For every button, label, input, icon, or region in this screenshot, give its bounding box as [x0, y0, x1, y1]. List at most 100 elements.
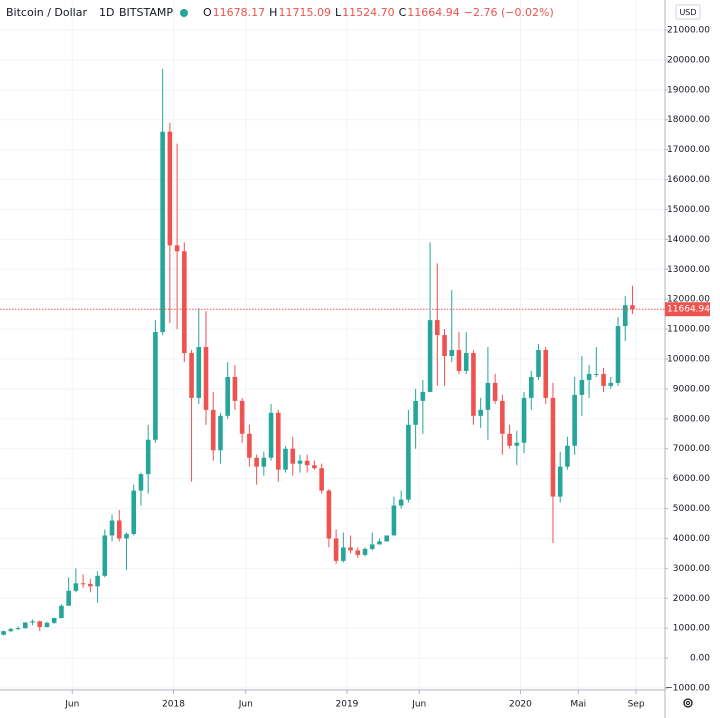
candle-body: [167, 131, 173, 246]
candle-body: [594, 373, 599, 375]
ohlc-label: C: [399, 6, 407, 19]
candle-body: [413, 400, 418, 425]
last-price-label: 11664.94: [667, 305, 710, 315]
candle-body: [312, 465, 317, 469]
y-tick-label: −1000.00: [665, 684, 710, 694]
candle-body: [615, 326, 621, 383]
candle-body: [254, 457, 259, 467]
candle-body: [572, 394, 577, 446]
y-tick-label: 20000.00: [667, 55, 710, 65]
candle-body: [326, 490, 332, 539]
currency-button[interactable]: [675, 4, 701, 20]
settings-hub[interactable]: [686, 701, 690, 705]
candle-body: [95, 575, 100, 587]
candle-body: [550, 397, 556, 497]
candle-body: [160, 131, 165, 333]
ohlc-legend: O 11678.17 H 11715.09 L 11524.70 C 11664.94 −2.7…: [203, 6, 554, 19]
candle-body: [384, 535, 390, 542]
y-tick-label: 5000.00: [673, 504, 710, 514]
candle-body: [283, 448, 288, 470]
candle-body: [463, 353, 469, 371]
candle-body: [478, 409, 483, 416]
candle-body: [131, 490, 137, 534]
y-tick-label: 17000.00: [667, 145, 710, 155]
y-tick-label: 21000.00: [667, 26, 710, 36]
candle-body: [66, 590, 71, 606]
candle-body: [435, 320, 440, 336]
y-tick-label: 8000.00: [673, 414, 710, 424]
symbol: Bitcoin / Dollar: [6, 6, 87, 19]
candle-body: [225, 376, 230, 416]
x-tick-label: Jun: [238, 700, 253, 710]
candle-body: [268, 412, 274, 458]
x-tick-label: Jun: [411, 700, 426, 710]
y-tick-label: 3000.00: [673, 564, 710, 574]
candle-body: [319, 468, 324, 491]
ohlc-value: 11664.94: [407, 6, 460, 19]
y-tick-label: 4000.00: [673, 534, 710, 544]
candle-body: [247, 433, 252, 458]
x-tick-label: Sep: [628, 700, 645, 710]
y-tick-label: 19000.00: [667, 85, 710, 95]
candle-body: [88, 583, 93, 587]
candle-body: [500, 400, 505, 434]
candle-body: [109, 520, 115, 536]
candle-body: [471, 353, 476, 416]
candle-body: [203, 347, 209, 410]
ohlc-value: 11678.17: [213, 6, 266, 19]
candle-body: [37, 621, 43, 627]
candle-body: [348, 547, 353, 551]
candle-body: [174, 245, 180, 252]
last-price-badge: [665, 302, 710, 317]
candle-body: [15, 628, 21, 630]
settings-gear[interactable]: [683, 698, 693, 708]
candle-body: [630, 305, 635, 310]
y-tick-label: 18000.00: [667, 115, 710, 125]
x-tick-label: 2020: [509, 700, 532, 710]
candle-body: [196, 347, 202, 398]
x-tick-label: 2018: [162, 700, 185, 710]
candle-body: [369, 544, 375, 549]
candle-body: [521, 397, 527, 443]
candle-body: [80, 583, 86, 585]
candle-body: [153, 332, 158, 440]
candle-body: [608, 382, 614, 386]
candle-body: [124, 533, 129, 539]
candle-body: [261, 457, 267, 467]
candle-body: [377, 541, 382, 545]
candle-body: [304, 460, 310, 466]
candle-body: [528, 376, 534, 398]
candle-body: [59, 605, 64, 619]
candle-body: [44, 622, 50, 627]
settings-icon[interactable]: [683, 698, 693, 708]
candle-body: [210, 409, 216, 451]
y-tick-label: 15000.00: [667, 205, 710, 215]
candle-body: [333, 538, 339, 561]
candle-body: [543, 350, 549, 398]
ohlc-label: H: [269, 6, 277, 19]
candle-body: [565, 445, 570, 467]
currency[interactable]: USD: [679, 8, 696, 17]
ohlc-label: L: [335, 6, 342, 19]
candle-body: [485, 382, 491, 410]
y-tick-label: 11000.00: [667, 325, 710, 335]
candle-body: [406, 424, 411, 500]
y-tick-label: 6000.00: [673, 474, 710, 484]
candle-body: [579, 379, 585, 395]
candle-body: [427, 320, 433, 392]
candle-body: [514, 442, 520, 446]
interval: 1D: [99, 6, 114, 19]
candle-body: [8, 629, 14, 632]
candle-body: [189, 353, 194, 398]
y-tick-label: 14000.00: [667, 235, 710, 245]
candle-body: [420, 391, 426, 401]
exchange: BITSTAMP: [119, 6, 173, 19]
x-tick-label: 2019: [336, 700, 359, 710]
x-tick-label: Jun: [64, 700, 79, 710]
candle-body: [1, 631, 6, 635]
candle-body: [182, 251, 187, 354]
candle-body: [507, 433, 512, 446]
candle-body: [398, 499, 404, 506]
candle-body: [586, 373, 592, 380]
candle-body: [232, 376, 238, 401]
